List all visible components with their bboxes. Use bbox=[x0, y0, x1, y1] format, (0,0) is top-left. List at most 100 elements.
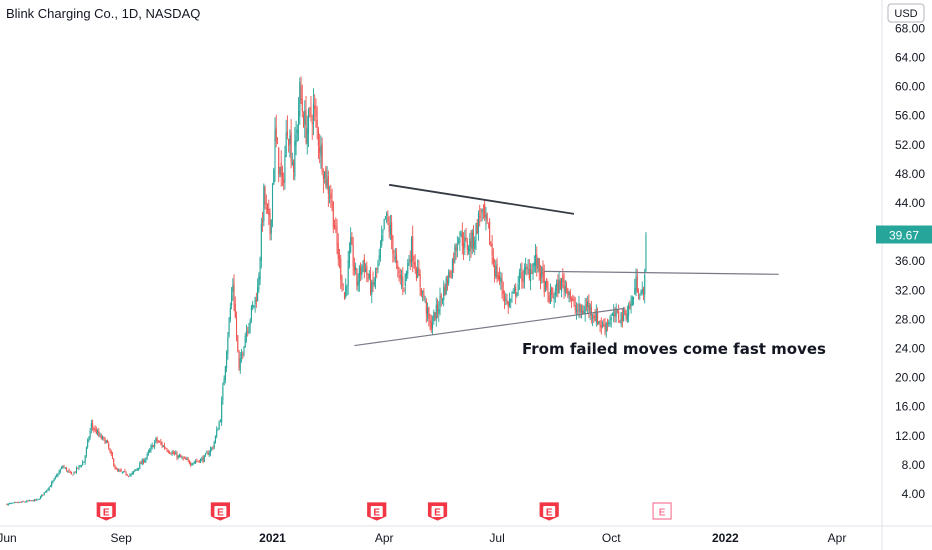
candle bbox=[424, 295, 426, 304]
candle bbox=[343, 291, 346, 300]
earnings-marker[interactable]: E bbox=[652, 502, 672, 520]
candle bbox=[18, 501, 20, 503]
y-tick-label: 64.00 bbox=[895, 51, 925, 65]
candle bbox=[568, 290, 570, 303]
candle bbox=[116, 468, 118, 472]
candle bbox=[392, 234, 394, 263]
candle bbox=[294, 127, 296, 181]
candle bbox=[160, 438, 162, 446]
candle bbox=[346, 284, 348, 296]
candle bbox=[479, 204, 481, 227]
candle bbox=[68, 468, 70, 473]
candle bbox=[536, 246, 538, 277]
candle bbox=[526, 263, 528, 276]
candle bbox=[141, 458, 143, 466]
candle bbox=[21, 501, 23, 503]
candle bbox=[263, 183, 265, 227]
trendline[interactable] bbox=[544, 270, 779, 275]
candle bbox=[391, 214, 393, 250]
earnings-marker[interactable]: E bbox=[367, 502, 387, 521]
candle bbox=[542, 260, 544, 283]
candle bbox=[197, 460, 199, 462]
candle bbox=[333, 219, 336, 230]
candle bbox=[362, 260, 364, 273]
candle bbox=[26, 499, 28, 503]
earnings-marker[interactable]: E bbox=[539, 502, 559, 521]
candle bbox=[51, 480, 53, 488]
candle bbox=[331, 188, 333, 212]
candle bbox=[619, 319, 621, 324]
candle bbox=[613, 304, 615, 323]
candle bbox=[100, 433, 102, 440]
candle bbox=[317, 126, 319, 159]
candle bbox=[187, 457, 189, 462]
candle bbox=[399, 268, 401, 285]
candle bbox=[528, 259, 530, 281]
candle bbox=[291, 152, 293, 166]
candle bbox=[214, 435, 216, 444]
candle bbox=[304, 100, 306, 139]
candle bbox=[289, 129, 291, 158]
candle bbox=[608, 319, 610, 328]
candle bbox=[642, 286, 645, 301]
candle bbox=[502, 281, 504, 302]
candle bbox=[477, 210, 480, 241]
candle bbox=[293, 159, 295, 181]
candle bbox=[54, 475, 56, 480]
candle bbox=[381, 225, 383, 248]
candle bbox=[360, 262, 362, 282]
earnings-label: E bbox=[546, 508, 553, 519]
candle bbox=[190, 461, 192, 467]
candle bbox=[355, 262, 357, 275]
candle bbox=[373, 277, 375, 288]
candle bbox=[6, 503, 8, 506]
candle bbox=[254, 296, 256, 313]
candle bbox=[472, 225, 475, 253]
candle bbox=[569, 288, 571, 303]
candle bbox=[630, 295, 632, 314]
candle bbox=[530, 263, 532, 291]
candle bbox=[322, 168, 324, 194]
trendline[interactable] bbox=[388, 183, 575, 215]
candle bbox=[47, 488, 49, 491]
candle bbox=[258, 272, 260, 293]
earnings-marker[interactable]: E bbox=[427, 502, 448, 521]
candle bbox=[379, 240, 382, 262]
last-price-label: 39.67 bbox=[889, 229, 919, 243]
candle bbox=[305, 95, 307, 145]
candle bbox=[366, 261, 368, 283]
candle bbox=[227, 331, 229, 360]
candle bbox=[332, 201, 334, 234]
candle bbox=[511, 291, 513, 303]
candle bbox=[436, 298, 439, 319]
candle bbox=[631, 295, 633, 307]
candle bbox=[11, 502, 13, 504]
candle bbox=[430, 314, 432, 333]
candle bbox=[13, 501, 15, 504]
candle bbox=[134, 469, 136, 472]
annotation-text[interactable]: From failed moves come fast moves bbox=[522, 340, 826, 358]
candle bbox=[75, 466, 78, 474]
candle bbox=[554, 284, 556, 303]
candle bbox=[49, 484, 51, 488]
candle bbox=[433, 309, 435, 325]
candle bbox=[253, 305, 255, 309]
candle bbox=[320, 135, 322, 169]
candle bbox=[63, 464, 65, 469]
candle bbox=[371, 279, 373, 304]
currency-box[interactable] bbox=[887, 3, 925, 23]
candle bbox=[405, 270, 408, 281]
candle bbox=[383, 218, 385, 230]
candle bbox=[629, 300, 631, 310]
candle bbox=[471, 228, 473, 255]
trendline[interactable] bbox=[354, 307, 624, 347]
candle bbox=[151, 442, 153, 450]
candle bbox=[228, 317, 230, 338]
candle bbox=[186, 456, 188, 461]
candle bbox=[427, 302, 429, 322]
candle bbox=[547, 281, 549, 303]
earnings-marker[interactable]: E bbox=[96, 502, 116, 521]
earnings-marker[interactable]: E bbox=[210, 502, 230, 521]
candle bbox=[539, 265, 542, 290]
